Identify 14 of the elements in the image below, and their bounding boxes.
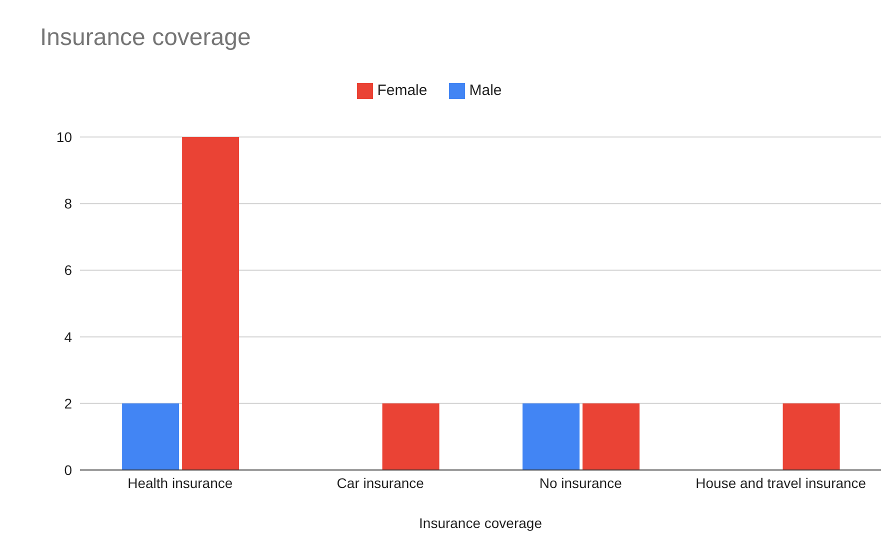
x-axis-title: Insurance coverage: [419, 515, 542, 531]
x-tick-label: House and travel insurance: [696, 474, 866, 491]
y-tick-label: 2: [64, 395, 72, 412]
x-tick-label: Health insurance: [128, 474, 233, 491]
y-tick-label: 4: [64, 328, 72, 345]
x-tick-label: No insurance: [539, 474, 622, 491]
y-tick-label: 8: [64, 196, 72, 212]
legend-label: Male: [469, 82, 502, 99]
y-tick-label: 0: [64, 462, 72, 478]
y-tick-label: 10: [56, 129, 72, 145]
chart-title: Insurance coverage: [40, 24, 251, 52]
y-tick-label: 6: [64, 262, 72, 278]
legend-label: Female: [377, 82, 428, 99]
x-tick-label: Car insurance: [336, 474, 424, 491]
